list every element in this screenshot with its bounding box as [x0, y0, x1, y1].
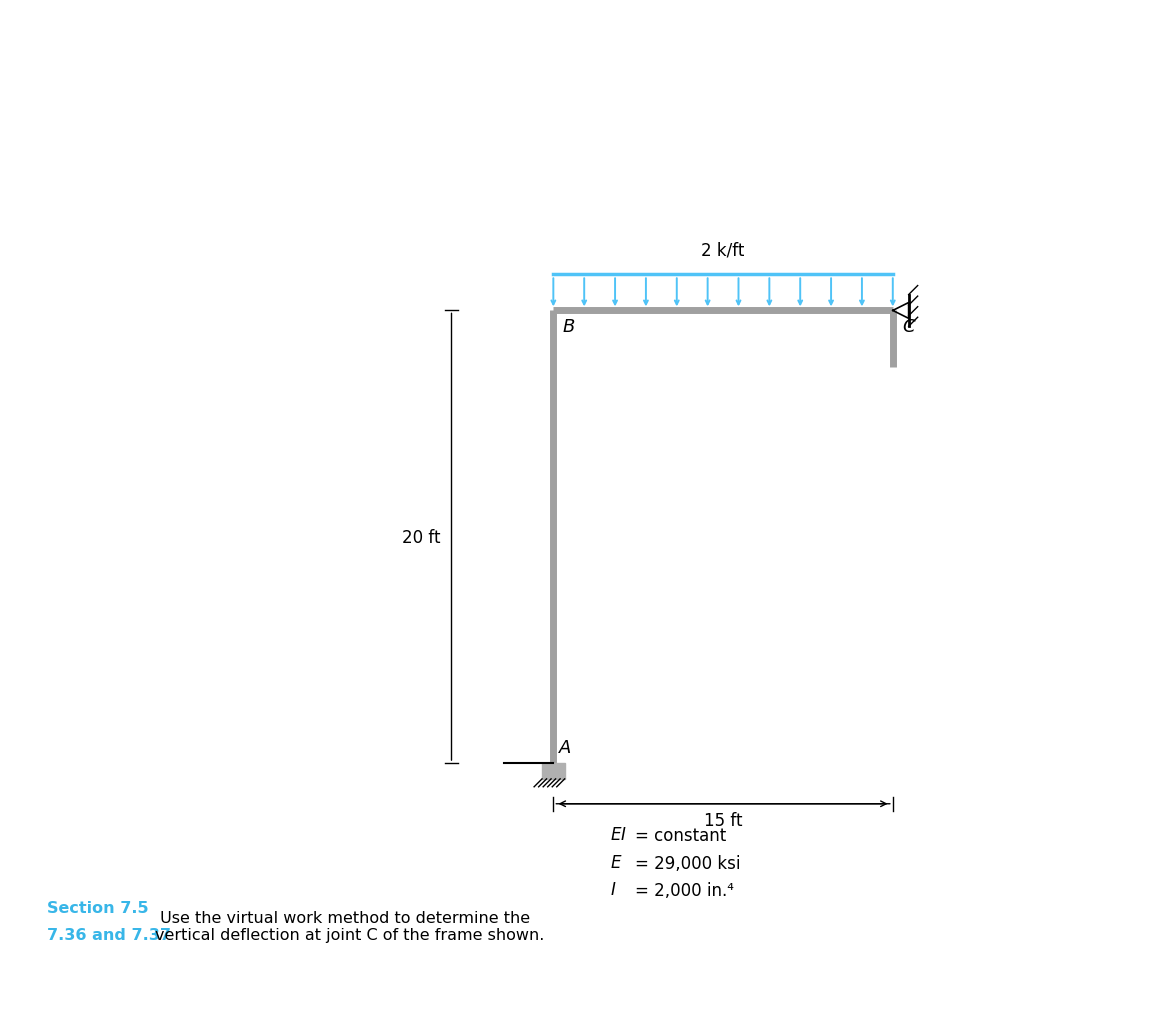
Text: Use the virtual work method to determine the
vertical deflection at joint C of t: Use the virtual work method to determine… [155, 910, 544, 943]
Text: 15 ft: 15 ft [704, 811, 743, 828]
Text: $EI$: $EI$ [610, 826, 627, 844]
Text: 2 k/ft: 2 k/ft [701, 242, 745, 259]
Text: Section 7.5: Section 7.5 [47, 900, 148, 915]
Bar [542, 763, 564, 780]
Text: = 29,000 ksi: = 29,000 ksi [635, 854, 741, 871]
Text: 7.36 and 7.37: 7.36 and 7.37 [47, 927, 171, 943]
Text: = constant: = constant [635, 826, 726, 845]
Text: = 2,000 in.⁴: = 2,000 in.⁴ [635, 880, 734, 899]
Text: $E$: $E$ [610, 854, 623, 870]
Text: B: B [563, 318, 575, 336]
Text: 20 ft: 20 ft [402, 528, 440, 546]
Text: $I$: $I$ [610, 880, 617, 898]
Text: A: A [559, 739, 571, 756]
Text: C: C [902, 318, 915, 336]
